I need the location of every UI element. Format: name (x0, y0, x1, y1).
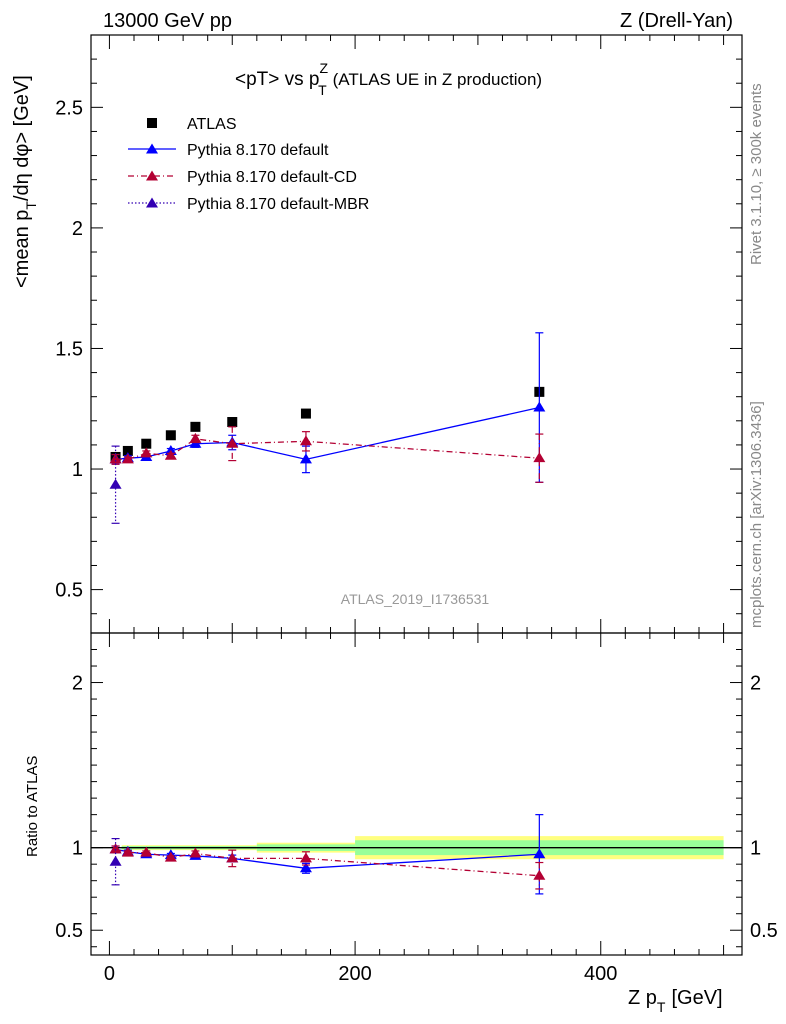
atlas-data-point (165, 430, 176, 441)
mc-data-point (109, 453, 122, 464)
mc-data-point (164, 449, 177, 460)
mc-data-point (299, 862, 312, 873)
atlas-data-point (141, 438, 152, 449)
x-axis-label-rest: [GeV] (671, 987, 722, 1009)
ratio-panel-ticks: 0.5 0.5 1 1 2 2 0 200 400 (55, 632, 778, 985)
main-y-axis-label: <mean pT/dη dφ> [GeV] (11, 75, 39, 288)
atlas-data-point (227, 417, 238, 428)
y-tick-label: 0.5 (55, 920, 83, 942)
y-tick-label-right: 2 (750, 673, 761, 695)
atlas-data-point (300, 408, 311, 419)
legend-label-default: Pythia 8.170 default (187, 142, 329, 159)
main-title-text: <pT> vs p (235, 69, 320, 90)
mc-data-point (164, 851, 177, 862)
mc-data-point (109, 478, 122, 489)
mc-data-point (533, 869, 546, 880)
x-tick-label: 400 (584, 963, 617, 985)
y-tick-label-right: 1 (750, 838, 761, 860)
mc-data-point (299, 435, 312, 446)
analysis-watermark: ATLAS_2019_I1736531 (341, 591, 490, 607)
atlas-data-point (122, 445, 133, 456)
y-tick-label: 2.5 (55, 97, 83, 119)
legend-label-atlas: ATLAS (187, 116, 237, 133)
ratio-panel-frame (90, 632, 743, 956)
main-y-axis-label-b: /dη dφ> [GeV] (11, 75, 33, 201)
legend-marker-square (147, 118, 157, 128)
header-right: Z (Drell-Yan) (620, 10, 733, 32)
y-tick-label-right: 0.5 (750, 920, 778, 942)
mc-data-point (533, 452, 546, 463)
atlas-data-point (190, 421, 201, 432)
x-axis-label-sub: T (657, 999, 666, 1015)
header-left: 13000 GeV pp (103, 10, 232, 32)
main-title: <pT> vs pZ T (ATLAS UE in Z production) (235, 60, 542, 98)
legend-label-cd: Pythia 8.170 default-CD (187, 169, 357, 186)
x-tick-label: 200 (338, 963, 371, 985)
y-tick-label: 2 (72, 673, 83, 695)
ratio-y-axis-label: Ratio to ATLAS (24, 756, 41, 857)
x-tick-label: 0 (104, 963, 115, 985)
y-tick-label: 1 (72, 459, 83, 481)
main-title-subscript: T (318, 82, 327, 98)
main-panel-series (109, 332, 546, 524)
legend-item-cd: Pythia 8.170 default-CD (128, 169, 357, 186)
y-tick-label: 1 (72, 838, 83, 860)
mc-data-point (109, 843, 122, 854)
legend-item-mbr: Pythia 8.170 default-MBR (128, 196, 369, 213)
x-axis-label: Z pT [GeV] (628, 987, 723, 1015)
rivet-version-label: Rivet 3.1.10, ≥ 300k events (748, 83, 765, 265)
y-tick-label: 1.5 (55, 338, 83, 360)
main-y-axis-label-a: <mean p (11, 210, 33, 288)
x-axis-label-main: Z p (628, 987, 657, 1009)
legend-marker-triangle (146, 197, 158, 208)
mc-data-point (533, 401, 546, 412)
mc-data-point (121, 846, 134, 857)
legend-marker-triangle (146, 170, 158, 181)
legend-label-mbr: Pythia 8.170 default-MBR (187, 196, 369, 213)
mc-data-point (226, 437, 239, 448)
mc-data-point (533, 848, 546, 859)
series-line (115, 438, 540, 461)
main-title-rest: (ATLAS UE in Z production) (333, 70, 542, 89)
main-panel-ticks: 0.5 1 1.5 2 2.5 (55, 34, 742, 633)
mcplots-credit-label: mcplots.cern.ch [arXiv:1306.3436] (748, 401, 765, 628)
mc-data-point (140, 846, 153, 857)
mc-data-point (109, 855, 122, 866)
mc-data-point (140, 447, 153, 458)
mc-data-point (299, 852, 312, 863)
mc-data-point (121, 453, 134, 464)
y-tick-label: 0.5 (55, 580, 83, 602)
ratio-panel-series (109, 814, 546, 895)
mc-data-point (189, 847, 202, 858)
legend-item-default: Pythia 8.170 default (128, 142, 329, 159)
legend: ATLAS Pythia 8.170 default Pythia 8.170 … (128, 116, 369, 213)
mc-data-point (226, 852, 239, 863)
y-tick-label: 2 (72, 218, 83, 240)
mc-data-point (189, 432, 202, 443)
series-line (115, 406, 540, 461)
main-title-superscript: Z (320, 60, 329, 76)
main-y-axis-label-sub: T (23, 201, 39, 210)
legend-item-atlas: ATLAS (147, 116, 237, 133)
mc-data-point (299, 453, 312, 464)
legend-marker-triangle (146, 143, 158, 154)
